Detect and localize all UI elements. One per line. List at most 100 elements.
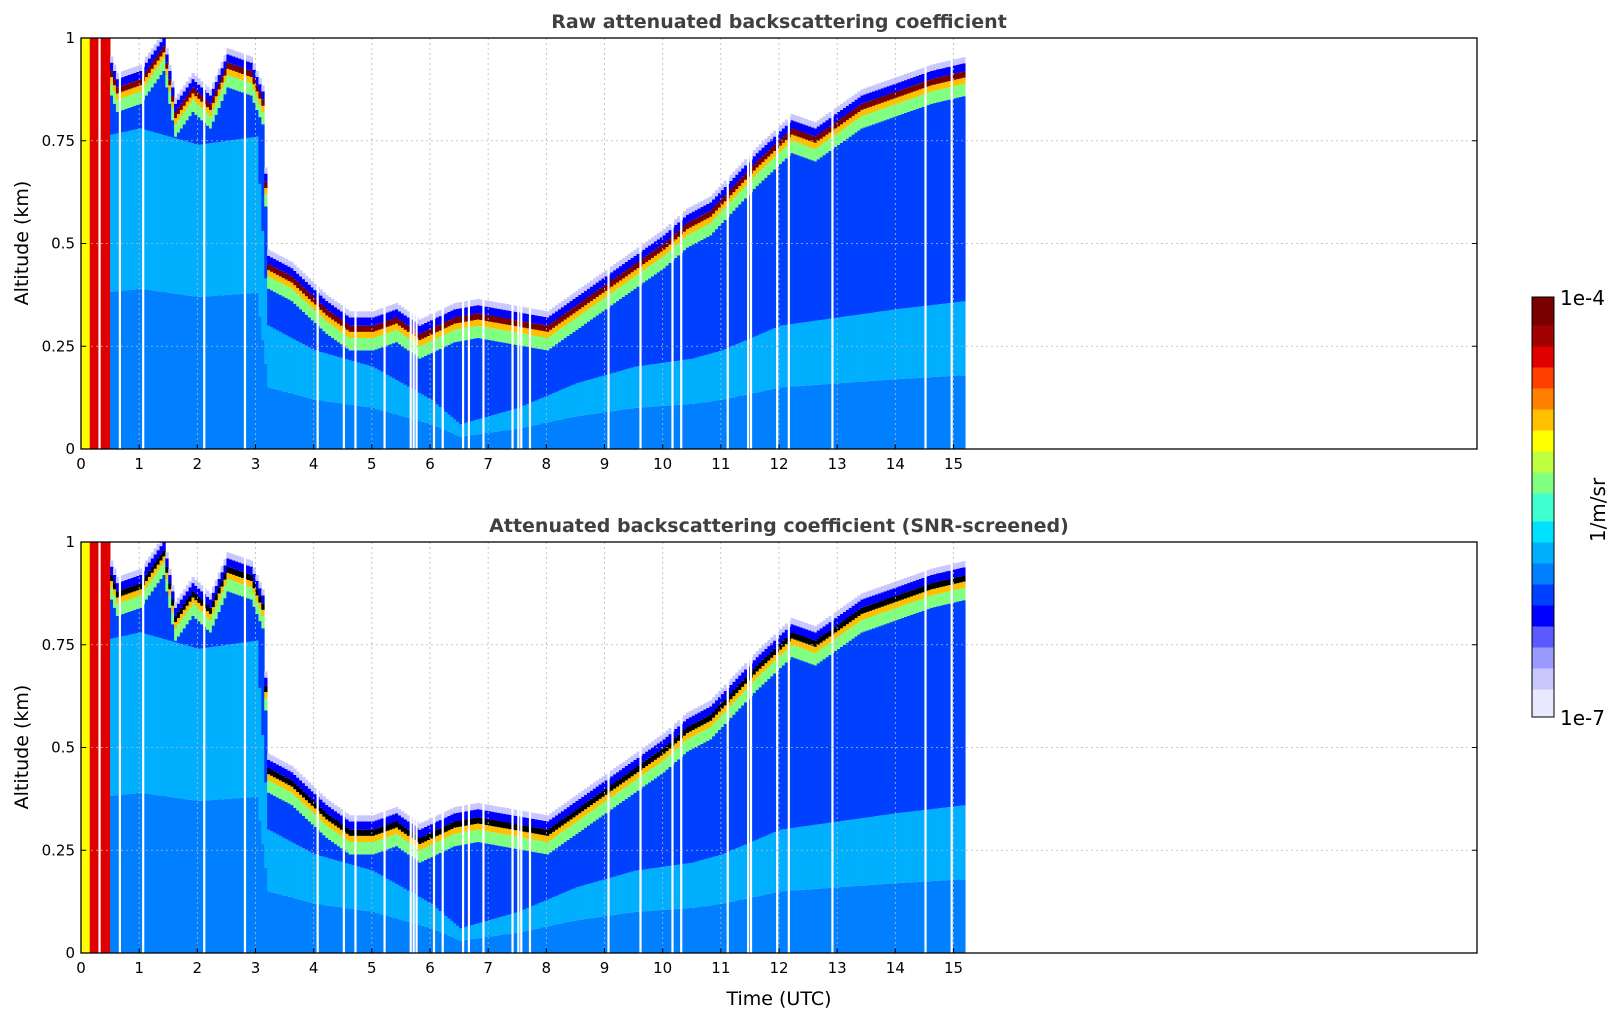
- heatmap-cell: [817, 320, 820, 384]
- heatmap-cell: [625, 913, 628, 953]
- heatmap-cell: [261, 735, 264, 844]
- heatmap-cell: [261, 589, 264, 595]
- heatmap-cell: [890, 380, 893, 449]
- heatmap-cell: [378, 336, 381, 348]
- heatmap-cell: [546, 836, 549, 842]
- heatmap-cell: [858, 315, 861, 382]
- missing-profile: [98, 542, 100, 953]
- heatmap-cell: [712, 703, 715, 711]
- heatmap-cell: [241, 74, 244, 80]
- heatmap-cell: [322, 353, 325, 401]
- heatmap-cell: [293, 265, 296, 271]
- heatmap-cell: [555, 320, 558, 326]
- heatmap-cell: [523, 346, 526, 405]
- heatmap-cell: [218, 612, 221, 646]
- heatmap-cell: [581, 415, 584, 449]
- heatmap-cell: [459, 806, 462, 812]
- heatmap-cell: [538, 424, 541, 449]
- heatmap-cell: [837, 624, 840, 630]
- heatmap-cell: [287, 840, 290, 896]
- heatmap-cell: [706, 702, 709, 708]
- heatmap-cell: [895, 379, 898, 449]
- heatmap-cell: [890, 79, 893, 85]
- heatmap-cell: [541, 398, 544, 423]
- heatmap-cell: [741, 342, 744, 396]
- heatmap-cell: [922, 306, 925, 377]
- missing-profile: [98, 38, 100, 449]
- heatmap-cell: [930, 79, 933, 85]
- heatmap-cell: [881, 613, 884, 625]
- heatmap-cell: [724, 181, 727, 187]
- heatmap-cell: [616, 410, 619, 449]
- heatmap-cell: [267, 256, 270, 264]
- heatmap-cell: [386, 831, 389, 837]
- heatmap-cell: [648, 246, 651, 254]
- heatmap-cell: [715, 905, 718, 954]
- heatmap-cell: [695, 714, 698, 722]
- heatmap-cell: [346, 813, 349, 819]
- heatmap-cell: [732, 172, 735, 178]
- heatmap-cell: [762, 684, 765, 837]
- heatmap-cell: [157, 544, 160, 550]
- heatmap-cell: [139, 589, 142, 595]
- heatmap-cell: [674, 743, 677, 749]
- heatmap-cell: [151, 794, 154, 953]
- heatmap-cell: [285, 286, 288, 298]
- heatmap-cell: [584, 795, 587, 803]
- heatmap-cell: [826, 114, 829, 120]
- heatmap-cell: [401, 850, 404, 887]
- heatmap-cell: [535, 929, 538, 953]
- heatmap-cell: [578, 832, 581, 887]
- heatmap-cell: [741, 705, 744, 845]
- heatmap-cell: [884, 600, 887, 606]
- heatmap-cell: [459, 323, 462, 329]
- heatmap-cell: [837, 120, 840, 126]
- heatmap-cell: [197, 649, 200, 801]
- heatmap-cell: [645, 911, 648, 953]
- heatmap-cell: [956, 376, 959, 449]
- heatmap-cell: [721, 702, 724, 708]
- heatmap-cell: [552, 832, 555, 838]
- heatmap-cell: [913, 811, 916, 882]
- heatmap-cell: [860, 89, 863, 95]
- heatmap-cell: [125, 613, 128, 636]
- heatmap-cell: [285, 802, 288, 839]
- heatmap-cell: [372, 326, 375, 332]
- heatmap-cell: [151, 63, 154, 69]
- heatmap-cell: [730, 685, 733, 693]
- heatmap-cell: [593, 789, 596, 797]
- colorbar-cell: [1532, 374, 1554, 382]
- heatmap-cell: [663, 268, 666, 363]
- heatmap-cell: [651, 780, 654, 868]
- heatmap-cell: [418, 824, 421, 830]
- heatmap-cell: [913, 581, 916, 589]
- heatmap-cell: [308, 789, 311, 797]
- heatmap-cell: [869, 817, 872, 885]
- heatmap-cell: [116, 577, 119, 583]
- heatmap-cell: [261, 100, 264, 106]
- heatmap-cell: [340, 358, 343, 404]
- heatmap-cell: [116, 291, 119, 449]
- heatmap-cell: [154, 569, 157, 575]
- heatmap-cell: [372, 830, 375, 836]
- heatmap-cell: [285, 273, 288, 279]
- heatmap-cell: [619, 764, 622, 770]
- heatmap-cell: [349, 830, 352, 836]
- heatmap-cell: [811, 664, 814, 825]
- heatmap-cell: [334, 811, 337, 819]
- heatmap-cell: [939, 567, 942, 573]
- heatmap-cell: [366, 836, 369, 842]
- heatmap-cell: [904, 592, 907, 598]
- heatmap-cell: [258, 596, 261, 602]
- heatmap-cell: [465, 826, 468, 832]
- heatmap-cell: [285, 763, 288, 769]
- heatmap-cell: [183, 124, 186, 140]
- heatmap-cell: [651, 264, 654, 276]
- heatmap-cell: [200, 96, 203, 102]
- heatmap-cell: [901, 585, 904, 593]
- heatmap-cell: [349, 326, 352, 332]
- heatmap-cell: [229, 70, 232, 76]
- x-tick-label: 15: [944, 455, 963, 473]
- heatmap-cell: [474, 300, 477, 306]
- heatmap-cell: [799, 323, 802, 386]
